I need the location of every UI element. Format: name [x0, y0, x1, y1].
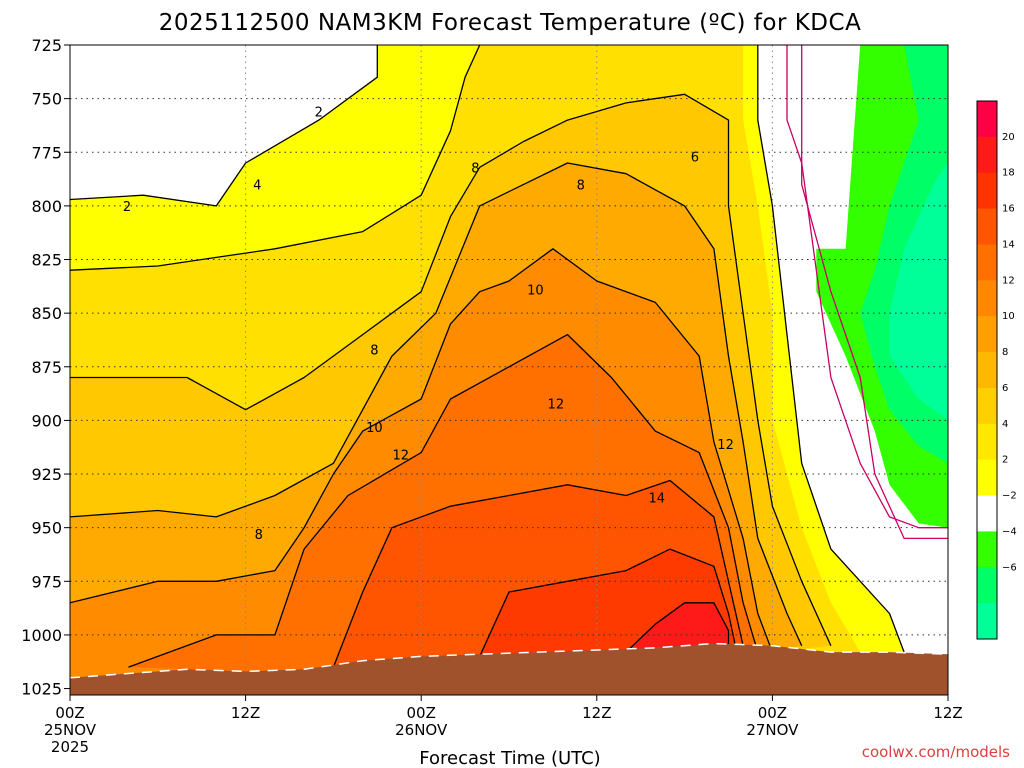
colorbar-segment-14	[977, 603, 997, 640]
colorbar-label-11: −4	[1002, 526, 1017, 537]
y-tick-label-8: 925	[31, 465, 62, 484]
x-tick-label-0-1: 25NOV	[44, 721, 97, 739]
x-axis-label: Forecast Time (UTC)	[419, 748, 600, 768]
colorbar-label-6: 8	[1002, 347, 1008, 358]
contour-label-8: 12	[548, 397, 565, 412]
temperature-band-13	[889, 163, 948, 421]
y-tick-label-2: 775	[31, 143, 62, 162]
contour-label-6: 10	[527, 284, 544, 299]
colorbar-segment-10	[977, 459, 997, 497]
temperature-band-10	[772, 45, 948, 653]
x-tick-label-0-2: 2025	[51, 738, 89, 756]
y-tick-label-6: 875	[31, 358, 62, 377]
colorbar-segment-8	[977, 387, 997, 425]
contour-line-5	[70, 93, 832, 646]
colorbar-segment-12	[977, 531, 997, 568]
y-tick-label-7: 900	[31, 411, 62, 430]
y-tick-label-12: 1025	[21, 680, 62, 699]
y-tick-label-11: 1000	[21, 626, 62, 645]
plot-area: 2 2 4 8 8 6 10 8 12 10 12 12 14 8	[70, 45, 948, 695]
x-tick-label-4-0: 00Z	[758, 704, 787, 722]
contour-line-7	[70, 248, 774, 653]
contour-labels: 2 2 4 8 8 6 10 8 12 10 12 12 14 8	[123, 106, 734, 544]
contour-label-3: 8	[471, 161, 479, 176]
y-axis: 725 750 775 800 825 850 875 900 925 950 975 1000 102…	[21, 36, 70, 699]
x-tick-label-4-1: 27NOV	[746, 721, 799, 739]
contour-line-8	[128, 333, 759, 668]
x-tick-label-2-0: 00Z	[407, 704, 436, 722]
chart-title: 2025112500 NAM3KM Forecast Temperature (…	[159, 10, 862, 36]
contour-line-1	[801, 45, 948, 540]
contour-label-5: 6	[691, 151, 699, 166]
colorbar: 20 18 16 14 12 10 8 6 4 2 −2 −4 −6	[976, 100, 1017, 640]
y-tick-label-1: 750	[31, 90, 62, 109]
contour-line-10	[479, 548, 737, 657]
y-tick-label-4: 825	[31, 251, 62, 270]
colorbar-label-12: −6	[1002, 562, 1017, 573]
colorbar-label-2: 16	[1002, 204, 1015, 215]
colorbar-segment-9	[977, 423, 997, 461]
colorbar-segment-1	[977, 136, 997, 174]
contour-label-11: 12	[717, 438, 734, 453]
colorbar-segment-7	[977, 352, 997, 389]
colorbar-label-1: 18	[1002, 168, 1015, 179]
colorbar-label-8: 4	[1002, 419, 1008, 430]
x-tick-label-0-0: 00Z	[55, 704, 84, 722]
x-tick-label-2-1: 26NOV	[395, 721, 448, 739]
x-tick-label-3-0: 12Z	[582, 704, 611, 722]
colorbar-label-5: 10	[1002, 311, 1015, 322]
contour-label-13: 8	[255, 528, 263, 543]
colorbar-segment-2	[977, 172, 997, 210]
colorbar-label-9: 2	[1002, 455, 1008, 466]
contour-line-4	[70, 45, 481, 271]
colorbar-segment-6	[977, 316, 997, 353]
contour-label-10: 12	[392, 449, 409, 464]
colorbar-segment-4	[977, 244, 997, 281]
contour-label-12: 14	[649, 492, 666, 507]
x-tick-label-5-0: 12Z	[933, 704, 962, 722]
colorbar-label-3: 14	[1002, 239, 1015, 250]
y-tick-label-5: 850	[31, 304, 62, 323]
credit-text: coolwx.com/models	[862, 743, 1010, 761]
contour-line-3	[757, 45, 905, 653]
contour-label-9: 10	[366, 421, 383, 436]
contour-label-2: 4	[253, 178, 261, 193]
temperature-bands	[70, 45, 948, 683]
x-tick-label-1-0: 12Z	[231, 704, 260, 722]
colorbar-segment-13	[977, 567, 997, 604]
contour-line-2	[70, 45, 378, 207]
colorbar-frame	[976, 100, 998, 640]
colorbar-label-10: −2	[1002, 491, 1017, 502]
colorbar-segment-11	[977, 495, 997, 532]
y-tick-label-3: 800	[31, 197, 62, 216]
colorbar-segment-3	[977, 208, 997, 245]
contour-label-7: 8	[370, 344, 378, 359]
colorbar-segment-0	[977, 101, 997, 138]
colorbar-label-7: 6	[1002, 383, 1008, 394]
contour-line-11	[625, 602, 730, 653]
y-tick-label-9: 950	[31, 519, 62, 538]
contour-label-1: 2	[123, 200, 131, 215]
contour-line-9	[332, 479, 744, 668]
temperature-band-0	[70, 45, 378, 206]
contour-line-6	[70, 162, 803, 646]
temperature-band-9	[626, 602, 729, 653]
colorbar-segment-5	[977, 280, 997, 317]
y-tick-label-0: 725	[31, 36, 62, 55]
plot-frame	[69, 44, 949, 696]
terrain-fill	[70, 643, 948, 695]
terrain-edge	[70, 642, 948, 679]
contour-label-0: 2	[315, 106, 323, 121]
contour-lines	[70, 45, 948, 668]
colorbar-label-4: 12	[1002, 275, 1015, 286]
contour-line-0	[786, 45, 948, 529]
y-tick-label-10: 975	[31, 572, 62, 591]
colorbar-label-0: 20	[1002, 132, 1015, 143]
terrain	[70, 642, 948, 695]
contour-label-4: 8	[577, 178, 585, 193]
